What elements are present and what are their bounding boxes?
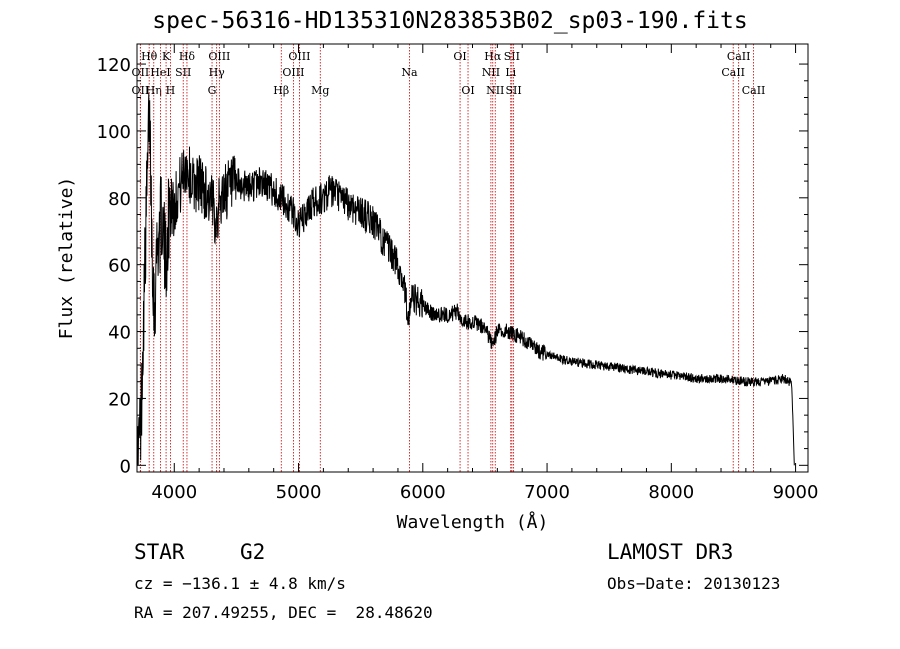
spectral-line-label: Hγ xyxy=(209,66,226,79)
y-tick-label: 100 xyxy=(97,122,131,143)
spectral-line-label: CaII xyxy=(742,84,766,97)
y-tick-label: 40 xyxy=(108,323,131,344)
spectral-line-label: NII xyxy=(486,84,504,97)
spectral-line-label: Hη xyxy=(146,84,162,97)
chart-title: spec-56316-HD135310N283853B02_sp03-190.f… xyxy=(152,8,748,34)
x-tick-label: 7000 xyxy=(524,482,570,503)
spectral-line-label: OIII xyxy=(288,50,310,63)
redshift-velocity: cz = −136.1 ± 4.8 km/s xyxy=(134,574,346,593)
spectral-line-label: CaII xyxy=(721,66,745,79)
x-tick-label: 8000 xyxy=(648,482,694,503)
spectral-line-label: NII xyxy=(482,66,500,79)
spectral-line-label: Hθ xyxy=(141,50,158,63)
spectral-line-label: Hβ xyxy=(273,84,289,97)
observation-date: Obs−Date: 20130123 xyxy=(607,574,781,593)
y-tick-label: 0 xyxy=(120,456,131,477)
spectral-line-label: CaII xyxy=(727,50,751,63)
spectral-line-label: Hα xyxy=(484,50,502,63)
spectrum-line xyxy=(136,93,795,466)
object-subclass: G2 xyxy=(240,540,266,564)
spectral-line-label: OII xyxy=(131,84,149,97)
y-axis-label: Flux (relative) xyxy=(56,177,77,340)
plot-frame xyxy=(136,43,809,473)
spectral-line-label: Na xyxy=(401,66,418,79)
spectral-line-label: SII xyxy=(504,50,520,63)
x-tick-label: 5000 xyxy=(276,482,322,503)
y-tick-label: 120 xyxy=(97,55,131,76)
x-tick-label: 4000 xyxy=(151,482,197,503)
spectral-line-label: H xyxy=(166,84,176,97)
spectral-line-label: G xyxy=(208,84,217,97)
x-axis-label: Wavelength (Å) xyxy=(397,511,549,533)
spectral-line-label: OI xyxy=(461,84,474,97)
spectral-line-label: SII xyxy=(506,84,522,97)
y-tick-label: 60 xyxy=(108,256,131,277)
object-class: STAR xyxy=(134,540,185,564)
y-tick-label: 20 xyxy=(108,389,131,410)
x-tick-label: 6000 xyxy=(400,482,446,503)
spectral-line-label: Hδ xyxy=(179,50,196,63)
spectral-line-label: SII xyxy=(175,66,191,79)
spectral-line-label: OI xyxy=(453,50,466,63)
ra-dec-coordinates: RA = 207.49255, DEC = 28.48620 xyxy=(134,603,433,622)
y-tick-label: 80 xyxy=(108,189,131,210)
spectral-line-label: K xyxy=(162,50,171,63)
spectral-line-label: Li xyxy=(505,66,516,79)
spectral-line-label: OIII xyxy=(282,66,304,79)
spectral-line-label: OIII xyxy=(208,50,230,63)
spectral-line-label: Mg xyxy=(311,84,329,97)
spectral-line-label: HeI xyxy=(150,66,170,79)
survey-name: LAMOST DR3 xyxy=(607,540,734,564)
x-tick-label: 9000 xyxy=(773,482,819,503)
